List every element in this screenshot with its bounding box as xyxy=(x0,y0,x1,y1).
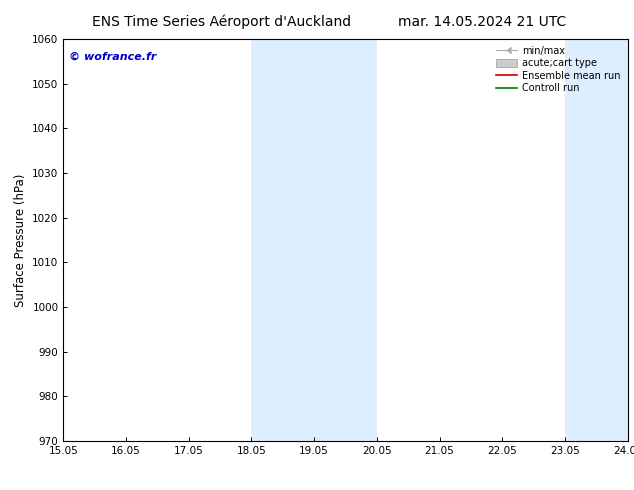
Text: © wofrance.fr: © wofrance.fr xyxy=(69,51,157,61)
Text: mar. 14.05.2024 21 UTC: mar. 14.05.2024 21 UTC xyxy=(398,15,566,29)
Legend: min/max, acute;cart type, Ensemble mean run, Controll run: min/max, acute;cart type, Ensemble mean … xyxy=(494,44,623,95)
Bar xyxy=(252,39,377,441)
Text: ENS Time Series Aéroport d'Auckland: ENS Time Series Aéroport d'Auckland xyxy=(93,15,351,29)
Y-axis label: Surface Pressure (hPa): Surface Pressure (hPa) xyxy=(14,173,27,307)
Bar xyxy=(565,39,628,441)
